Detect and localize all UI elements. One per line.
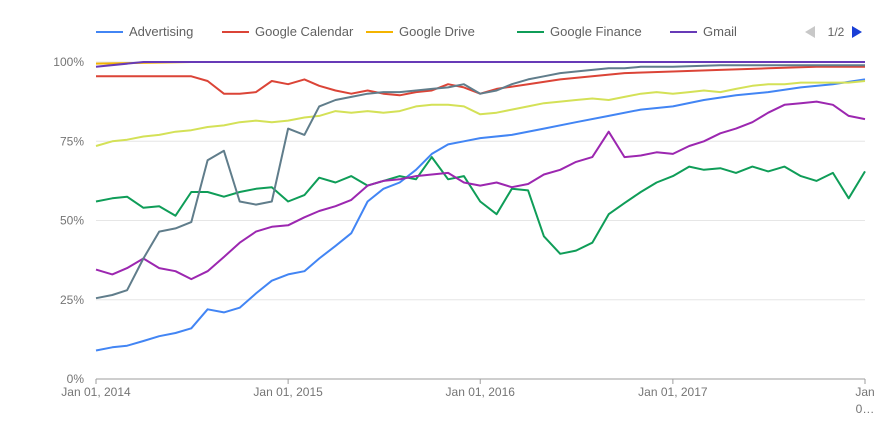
legend: Advertising Google Calendar Google Drive Go… [96,24,862,39]
legend-item-label[interactable]: Google Calendar [255,24,354,39]
x-tick-label: Jan 01, 2014 [61,385,131,399]
y-tick-label: 0% [67,372,85,386]
legend-page-indicator: 1/2 [828,25,845,39]
series-line-gmail [95,61,865,68]
axes: 0% 25% 50% 75% 100% Jan 01, 2014 Jan 01, 2015 J… [53,55,874,416]
series-line-google-finance [95,156,866,255]
legend-item-label[interactable]: Gmail [703,24,737,39]
series-lines [95,61,866,352]
y-tick-label: 25% [60,293,84,307]
series-line-advertising [95,78,866,352]
legend-next-page-icon[interactable] [852,26,862,38]
x-tick-label: Jan 01, 2015 [253,385,323,399]
x-tick-label-continued: 0… [856,402,875,416]
x-tick-label: Jan 01, 2017 [638,385,708,399]
series-line-7 [95,80,866,147]
gridlines [96,61,865,380]
y-tick-label: 100% [53,55,84,69]
x-tick-label: Jan 01, 2016 [446,385,516,399]
legend-item-label[interactable]: Google Drive [399,24,475,39]
series-line-google-calendar [96,65,865,97]
x-tick-label: Jan [855,385,874,399]
legend-item-label[interactable]: Google Finance [550,24,642,39]
series-line-8 [95,64,865,300]
y-tick-label: 75% [60,134,84,148]
legend-item-label[interactable]: Advertising [129,24,193,39]
y-tick-label: 50% [60,214,84,228]
series-line-6 [95,100,866,281]
legend-prev-page-icon[interactable] [805,26,815,38]
